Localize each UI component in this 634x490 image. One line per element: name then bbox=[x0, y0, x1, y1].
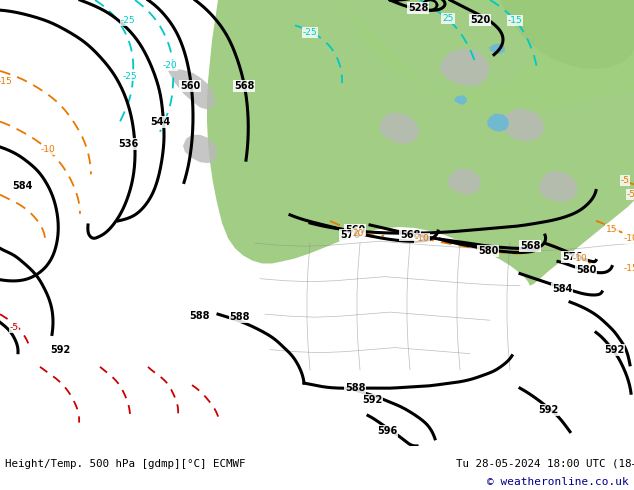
Text: -10: -10 bbox=[573, 254, 587, 263]
Text: 528: 528 bbox=[408, 3, 428, 13]
Polygon shape bbox=[380, 113, 419, 144]
Polygon shape bbox=[539, 172, 577, 202]
Polygon shape bbox=[183, 135, 217, 163]
Polygon shape bbox=[454, 95, 467, 104]
Polygon shape bbox=[340, 0, 634, 112]
Text: 544: 544 bbox=[150, 117, 170, 126]
Text: -15: -15 bbox=[624, 264, 634, 273]
Text: -15: -15 bbox=[0, 76, 13, 86]
Text: 588: 588 bbox=[190, 311, 210, 321]
Text: -25: -25 bbox=[123, 72, 138, 80]
Text: Tu 28-05-2024 18:00 UTC (18+48): Tu 28-05-2024 18:00 UTC (18+48) bbox=[456, 459, 634, 468]
Text: -5: -5 bbox=[10, 323, 18, 332]
Text: 580: 580 bbox=[576, 265, 596, 274]
Text: -15: -15 bbox=[508, 16, 522, 25]
Text: -5: -5 bbox=[626, 190, 634, 199]
Text: 596: 596 bbox=[377, 426, 397, 436]
Text: 20: 20 bbox=[353, 228, 364, 238]
Text: 568: 568 bbox=[234, 81, 254, 91]
Polygon shape bbox=[440, 49, 489, 86]
Text: © weatheronline.co.uk: © weatheronline.co.uk bbox=[487, 477, 629, 487]
Text: -10: -10 bbox=[41, 146, 55, 154]
Text: 580: 580 bbox=[478, 246, 498, 256]
Text: 592: 592 bbox=[362, 395, 382, 405]
Text: 25: 25 bbox=[443, 14, 454, 23]
Text: 520: 520 bbox=[470, 15, 490, 25]
Text: 584: 584 bbox=[12, 181, 32, 192]
Text: 592: 592 bbox=[50, 344, 70, 355]
Text: 560: 560 bbox=[180, 81, 200, 91]
Text: 588: 588 bbox=[230, 312, 250, 322]
Text: -10: -10 bbox=[415, 234, 429, 243]
Text: 576: 576 bbox=[562, 252, 582, 263]
Text: 588: 588 bbox=[345, 383, 365, 393]
Text: 592: 592 bbox=[538, 405, 558, 416]
Text: -10: -10 bbox=[624, 234, 634, 243]
Text: 568: 568 bbox=[400, 230, 420, 240]
Polygon shape bbox=[207, 0, 634, 286]
Text: Height/Temp. 500 hPa [gdmp][°C] ECMWF: Height/Temp. 500 hPa [gdmp][°C] ECMWF bbox=[5, 459, 245, 468]
Text: 592: 592 bbox=[604, 344, 624, 355]
Polygon shape bbox=[487, 114, 509, 132]
Polygon shape bbox=[168, 69, 215, 109]
Text: 576: 576 bbox=[340, 230, 360, 240]
Polygon shape bbox=[500, 0, 634, 69]
Text: -20: -20 bbox=[163, 61, 178, 71]
Text: 15: 15 bbox=[606, 224, 618, 234]
Text: 560: 560 bbox=[345, 225, 365, 235]
Text: 584: 584 bbox=[552, 284, 573, 294]
Text: -25: -25 bbox=[302, 28, 317, 37]
Polygon shape bbox=[503, 108, 544, 141]
Polygon shape bbox=[489, 44, 505, 54]
Text: 536: 536 bbox=[118, 139, 138, 149]
Polygon shape bbox=[448, 168, 481, 195]
Text: 568: 568 bbox=[520, 241, 540, 251]
Text: -25: -25 bbox=[120, 16, 135, 25]
Text: -5: -5 bbox=[621, 176, 630, 185]
